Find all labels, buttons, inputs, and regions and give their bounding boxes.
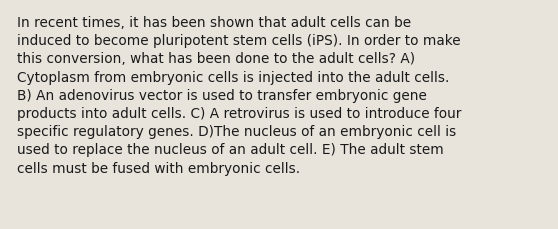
Text: In recent times, it has been shown that adult cells can be
induced to become plu: In recent times, it has been shown that … <box>17 16 461 175</box>
